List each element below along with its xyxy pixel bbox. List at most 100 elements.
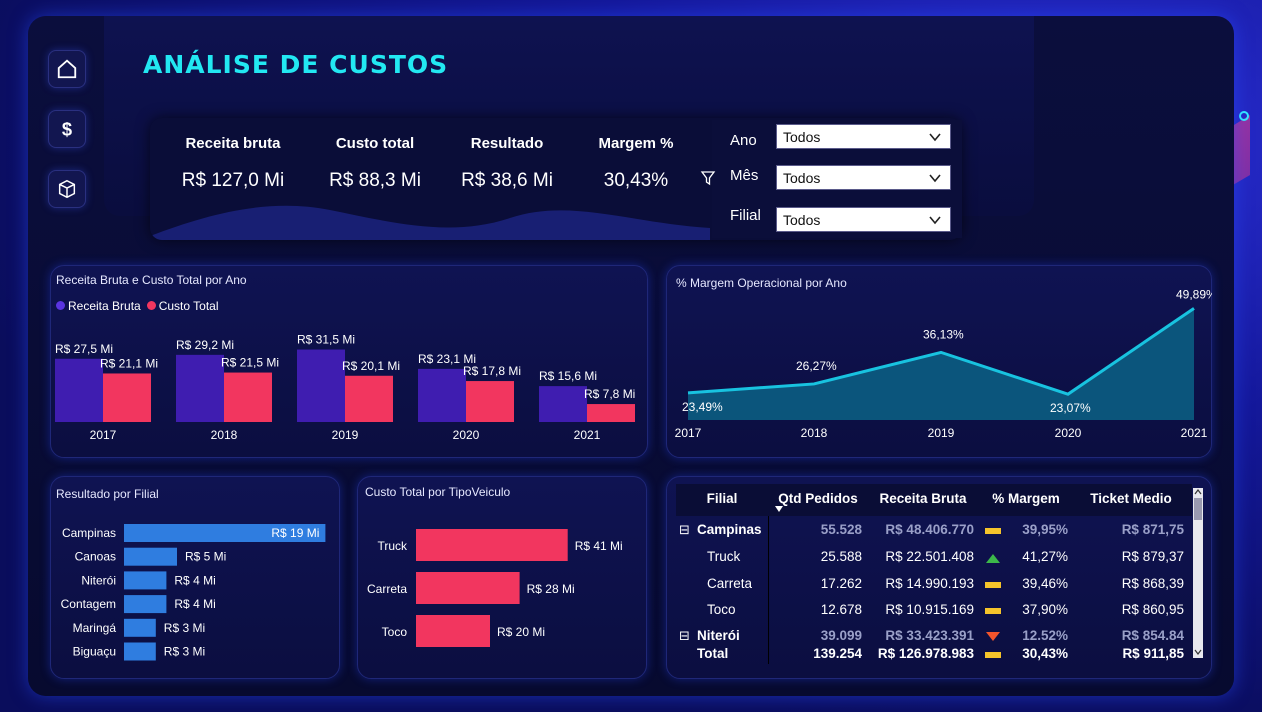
scroll-up-icon[interactable] (1194, 488, 1202, 496)
column-header-2[interactable]: Receita Bruta (879, 491, 967, 506)
home-icon (57, 59, 77, 79)
filial-bar-Canoas[interactable] (124, 547, 177, 566)
scroll-down-icon[interactable] (1194, 648, 1202, 656)
total-receita: R$ 126.978.983 (877, 646, 974, 661)
custo-label-2020: R$ 17,8 Mi (463, 364, 521, 378)
row-filial-1[interactable]: Truck (707, 549, 741, 564)
filial-label-Biguaçu: Biguaçu (73, 645, 116, 659)
row-filial-2[interactable]: Carreta (707, 576, 753, 591)
row-ticket-4: R$ 854,84 (1121, 628, 1184, 640)
receita-bar-2018[interactable] (176, 354, 224, 422)
custo-label-2017: R$ 21,1 Mi (100, 356, 158, 370)
column-header-3[interactable]: % Margem (992, 491, 1060, 506)
filter-filial-label: Filial (730, 207, 761, 224)
row-margem-3: 37,90% (1022, 602, 1068, 617)
revenue-cost-card (50, 265, 648, 458)
receita-label-2018: R$ 29,2 Mi (176, 338, 234, 352)
filial-bar-Niterói[interactable] (124, 571, 167, 590)
receita-bar-2019[interactable] (297, 349, 345, 422)
row-qtd-3: 12.678 (820, 602, 862, 617)
vehicle-value-Truck: R$ 41 Mi (575, 539, 623, 553)
filter-ano-label: Ano (730, 132, 757, 149)
row-filial-4[interactable]: Niterói (697, 628, 740, 640)
receita-bar-2020[interactable] (418, 368, 466, 422)
row-receita-0: R$ 48.406.770 (885, 522, 974, 537)
finance-button[interactable]: $ (48, 110, 86, 148)
vehicle-bar-Truck[interactable] (416, 529, 568, 561)
margin-label-2019: 36,13% (923, 327, 964, 341)
legend-custo-label: Custo Total (158, 299, 219, 313)
filial-value-Campinas: R$ 19 Mi (271, 526, 319, 540)
row-receita-4: R$ 33.423.391 (885, 628, 974, 640)
row-ticket-2: R$ 868,39 (1121, 576, 1184, 591)
home-button[interactable] (48, 50, 86, 88)
vehicle-cost-card (357, 476, 647, 679)
row-expander-icon[interactable]: ⊟ (679, 628, 690, 640)
margin-tick-2017: 2017 (675, 426, 702, 440)
filial-bar-Biguaçu[interactable] (124, 642, 156, 661)
mes-dropdown[interactable]: Todos (776, 165, 951, 190)
receita-label-2019: R$ 31,5 Mi (297, 333, 355, 347)
filial-bar-Maringá[interactable] (124, 618, 156, 637)
custo-label-2019: R$ 20,1 Mi (342, 359, 400, 373)
filial-bar-Campinas[interactable] (124, 524, 326, 542)
margin-tick-2018: 2018 (801, 426, 828, 440)
products-button[interactable] (48, 170, 86, 208)
filter-icon[interactable] (700, 170, 716, 186)
kpi-resultado: Resultado R$ 38,6 Mi (437, 135, 577, 192)
column-header-1[interactable]: Qtd Pedidos (778, 491, 858, 506)
kpi-receita: Receita bruta R$ 127,0 Mi (163, 135, 303, 192)
ano-dropdown[interactable]: Todos (776, 124, 951, 149)
indicator-neutral-icon (985, 582, 1001, 588)
row-expander-icon[interactable]: ⊟ (679, 522, 690, 537)
custo-bar-2019[interactable] (345, 375, 393, 422)
vehicle-value-Carreta: R$ 28 Mi (527, 582, 575, 596)
kpi-custo-label: Custo total (335, 135, 415, 152)
custo-bar-2020[interactable] (466, 381, 514, 422)
kpi-receita-value: R$ 127,0 Mi (181, 170, 285, 191)
custo-bar-2017[interactable] (103, 373, 151, 422)
scrollbar-thumb[interactable] (1194, 498, 1202, 520)
margin-tick-2021: 2021 (1181, 426, 1208, 440)
receita-label-2020: R$ 23,1 Mi (418, 352, 476, 366)
margin-line[interactable] (687, 307, 1195, 396)
light-ring-icon (1239, 111, 1249, 121)
vehicle-bar-Toco[interactable] (416, 615, 490, 647)
legend-custo-swatch (146, 301, 156, 310)
sort-desc-icon[interactable] (775, 506, 783, 512)
row-filial-0[interactable]: Campinas (697, 522, 762, 537)
receita-bar-2021[interactable] (539, 386, 587, 422)
vehicle-value-Toco: R$ 20 Mi (497, 625, 545, 639)
vehicle-label-Truck: Truck (377, 539, 408, 553)
dollar-icon: $ (62, 118, 72, 139)
kpi-resultado-label: Resultado (470, 135, 544, 152)
table-scrollbar[interactable] (1193, 488, 1203, 658)
kpi-custo: Custo total R$ 88,3 Mi (305, 135, 445, 192)
receita-bar-2017[interactable] (55, 358, 103, 422)
ano-dropdown-value: Todos (783, 129, 821, 145)
receita-label-2021: R$ 15,6 Mi (539, 369, 597, 383)
row-qtd-2: 17.262 (820, 576, 862, 591)
indicator-neutral-icon (985, 608, 1001, 614)
column-header-4[interactable]: Ticket Medio (1090, 491, 1172, 506)
row-ticket-1: R$ 879,37 (1121, 549, 1184, 564)
box-icon (58, 179, 76, 199)
filial-dropdown[interactable]: Todos (776, 207, 951, 232)
revenue-cost-chart: R$ 27,5 MiR$ 21,1 Mi 2017 R$ 29,2 Mi R$ 21,… (55, 333, 635, 442)
year-tick-2021: 2021 (574, 428, 601, 442)
vehicle-bar-Carreta[interactable] (416, 572, 520, 604)
margin-area (688, 308, 1194, 420)
filial-value-Maringá: R$ 3 Mi (164, 621, 205, 635)
total-margem: 30,43% (1022, 646, 1068, 661)
row-filial-3[interactable]: Toco (707, 602, 736, 617)
column-header-0[interactable]: Filial (706, 491, 738, 506)
custo-bar-2021[interactable] (587, 404, 635, 422)
filial-bar-Contagem[interactable] (124, 595, 167, 614)
result-branch-title: Resultado por Filial (56, 487, 159, 501)
custo-bar-2018[interactable] (224, 372, 272, 422)
margin-label-2021: 49,89% (1176, 290, 1212, 301)
margin-title: % Margem Operacional por Ano (676, 276, 847, 290)
custo-label-2021: R$ 7,8 Mi (584, 387, 635, 401)
filial-value-Canoas: R$ 5 Mi (185, 550, 226, 564)
page-title: ANÁLISE DE CUSTOS (143, 50, 449, 79)
